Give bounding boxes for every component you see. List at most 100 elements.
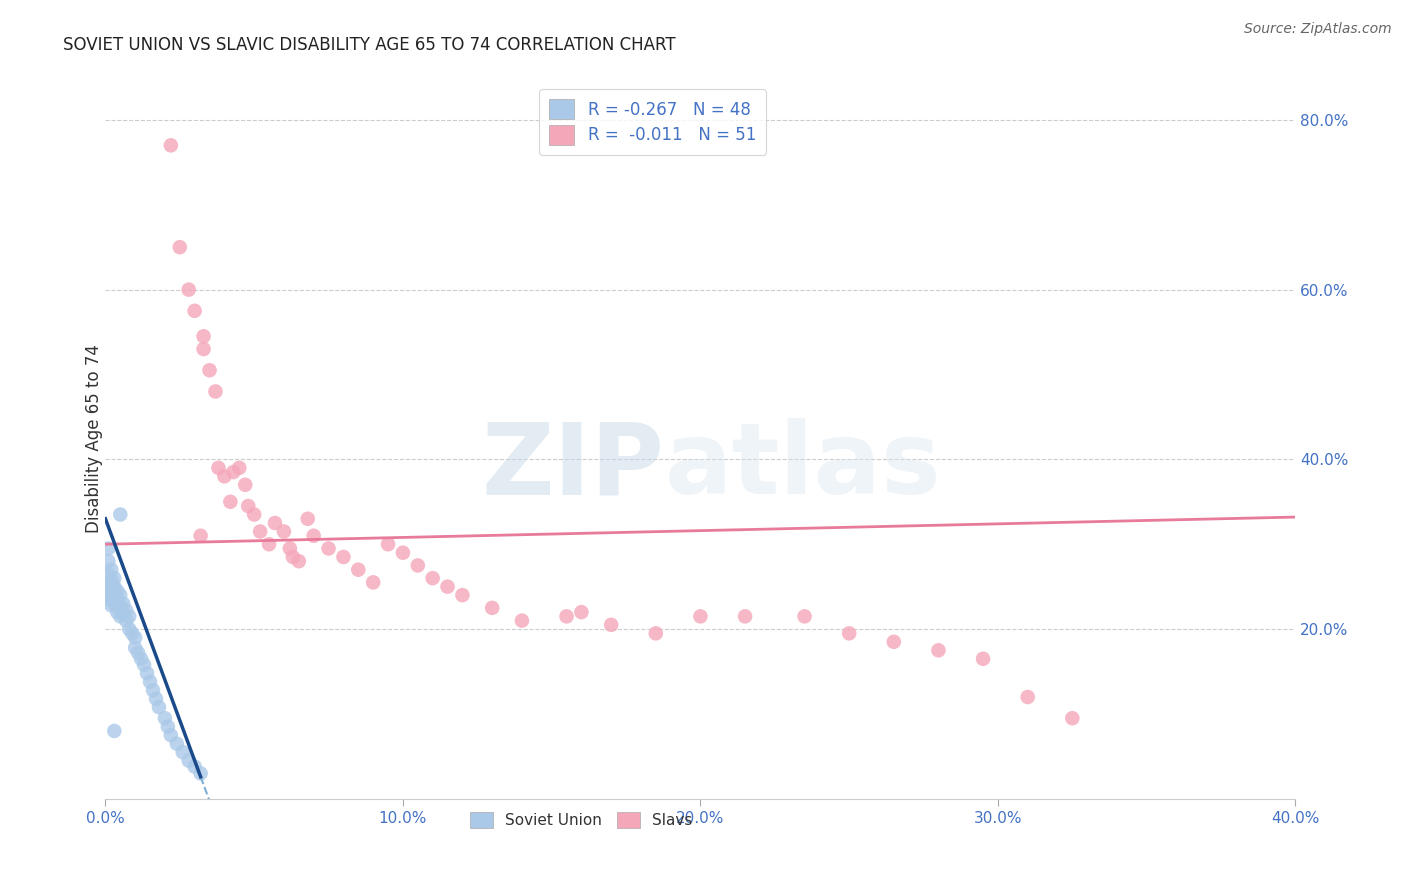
Point <box>103 580 125 594</box>
Point <box>153 711 176 725</box>
Point <box>100 590 122 604</box>
Point <box>139 674 162 689</box>
Point <box>422 571 444 585</box>
Point <box>100 563 122 577</box>
Point <box>927 643 949 657</box>
Point <box>110 609 132 624</box>
Point <box>160 728 183 742</box>
Point <box>100 599 122 613</box>
Point <box>160 138 183 153</box>
Point <box>406 558 429 573</box>
Point <box>183 759 205 773</box>
Point <box>219 495 242 509</box>
Point <box>392 546 415 560</box>
Point <box>136 666 159 681</box>
Point <box>734 609 756 624</box>
Point <box>198 363 221 377</box>
Point <box>193 342 215 356</box>
Point <box>115 603 138 617</box>
Point <box>193 329 215 343</box>
Point <box>207 460 229 475</box>
Point <box>110 599 132 613</box>
Point <box>332 549 354 564</box>
Point <box>273 524 295 539</box>
Point <box>124 631 146 645</box>
Point <box>297 512 319 526</box>
Point <box>238 499 260 513</box>
Point <box>436 580 458 594</box>
Point <box>103 597 125 611</box>
Legend: Soviet Union, Slavs: Soviet Union, Slavs <box>464 806 699 835</box>
Text: SOVIET UNION VS SLAVIC DISABILITY AGE 65 TO 74 CORRELATION CHART: SOVIET UNION VS SLAVIC DISABILITY AGE 65… <box>63 36 676 54</box>
Point <box>838 626 860 640</box>
Point <box>281 549 304 564</box>
Point <box>97 554 120 568</box>
Point <box>110 588 132 602</box>
Point <box>347 563 370 577</box>
Point <box>689 609 711 624</box>
Point <box>124 640 146 655</box>
Point <box>883 635 905 649</box>
Point <box>228 460 250 475</box>
Point <box>105 583 128 598</box>
Point <box>100 573 122 587</box>
Point <box>97 541 120 556</box>
Point <box>510 614 533 628</box>
Point <box>103 571 125 585</box>
Point <box>145 691 167 706</box>
Point <box>288 554 311 568</box>
Point <box>793 609 815 624</box>
Point <box>190 766 212 780</box>
Point <box>243 508 266 522</box>
Point <box>112 597 135 611</box>
Point <box>204 384 226 399</box>
Point <box>115 614 138 628</box>
Point <box>121 626 143 640</box>
Point <box>97 575 120 590</box>
Point <box>103 723 125 738</box>
Point <box>127 646 149 660</box>
Point <box>257 537 280 551</box>
Point <box>100 582 122 596</box>
Point <box>97 566 120 581</box>
Point <box>302 529 325 543</box>
Point <box>132 657 155 672</box>
Point <box>177 283 200 297</box>
Text: atlas: atlas <box>665 418 942 516</box>
Point <box>97 583 120 598</box>
Point <box>103 588 125 602</box>
Point <box>177 754 200 768</box>
Point <box>644 626 666 640</box>
Text: ZIP: ZIP <box>482 418 665 516</box>
Point <box>233 478 256 492</box>
Point <box>183 303 205 318</box>
Point <box>571 605 593 619</box>
Point <box>278 541 301 556</box>
Point <box>600 618 623 632</box>
Point <box>1017 690 1039 704</box>
Point <box>555 609 578 624</box>
Point <box>264 516 287 530</box>
Point <box>156 720 179 734</box>
Y-axis label: Disability Age 65 to 74: Disability Age 65 to 74 <box>86 343 103 533</box>
Point <box>148 700 170 714</box>
Point <box>129 652 152 666</box>
Text: Source: ZipAtlas.com: Source: ZipAtlas.com <box>1244 22 1392 37</box>
Point <box>214 469 236 483</box>
Point <box>169 240 191 254</box>
Point <box>481 600 503 615</box>
Point <box>118 609 141 624</box>
Point <box>451 588 474 602</box>
Point <box>377 537 399 551</box>
Point <box>105 605 128 619</box>
Point <box>249 524 271 539</box>
Point <box>142 683 165 698</box>
Point <box>1062 711 1084 725</box>
Point <box>97 592 120 607</box>
Point <box>112 607 135 621</box>
Point <box>105 592 128 607</box>
Point <box>222 465 245 479</box>
Point <box>110 508 132 522</box>
Point <box>190 529 212 543</box>
Point <box>972 652 994 666</box>
